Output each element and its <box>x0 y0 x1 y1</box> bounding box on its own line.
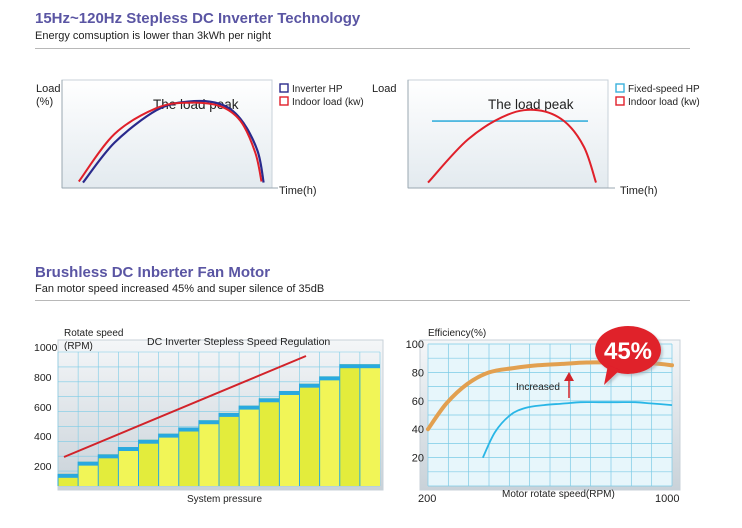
chart2-legend-label-1: Indoor load (kw) <box>628 97 700 108</box>
chart1-series-indoor-load <box>78 101 263 183</box>
chart4-ytick: 20 <box>412 453 424 465</box>
chart3-bar <box>239 405 260 486</box>
chart3-ytick: 200 <box>34 461 52 473</box>
section1-subtitle: Energy comsuption is lower than 3kWh per… <box>35 30 272 42</box>
chart4-ytick-labels: 100 80 60 40 20 <box>406 339 424 465</box>
chart1-series-inverter-hp <box>82 99 265 184</box>
chart3-ytick: 800 <box>34 372 52 384</box>
chart2-series-indoor-load <box>427 108 597 184</box>
chart4-ytick: 40 <box>412 424 424 436</box>
chart3-bar <box>178 427 199 486</box>
chart3-bar-cap <box>339 364 360 369</box>
chart3-bar-cap <box>279 390 300 395</box>
chart3-ytick-labels: 1000 800 600 400 200 <box>34 342 58 473</box>
chart4-ytick: 80 <box>412 367 424 379</box>
chart2-legend-swatch-0 <box>615 83 625 93</box>
chart3-bar-cap <box>219 412 240 417</box>
chart4-series-blue <box>482 401 673 458</box>
chart3-bar-cap <box>158 433 179 438</box>
chart3-bars <box>57 364 380 486</box>
chart3-bar <box>118 447 139 486</box>
chart3-bar-cap <box>299 383 320 388</box>
chart4: Efficiency(%) 100 80 60 40 20 200 1000 Motor… <box>406 326 681 505</box>
chart2-ylabel: Load <box>372 83 396 95</box>
chart3-bar-cap <box>78 461 99 466</box>
chart3-bar-cap <box>198 420 219 425</box>
section1-title: 15Hz~120Hz Stepless DC Inverter Technolo… <box>35 10 361 27</box>
chart4-annotation: Increased <box>516 382 560 393</box>
chart3-bar <box>319 376 340 486</box>
chart3-bar-cap <box>178 427 199 432</box>
chart1-title: The load peak <box>153 97 239 112</box>
chart4-ylabel: Efficiency(%) <box>428 328 486 339</box>
chart1-legend-label-0: Inverter HP <box>292 84 343 95</box>
chart3-bar-cap <box>58 473 79 478</box>
chart2: Load The load peak Time(h) Fixed-speed H… <box>372 79 700 197</box>
chart3-bar <box>78 461 99 486</box>
chart3-ylabel-line2: (RPM) <box>64 341 93 352</box>
chart3-bar <box>359 364 380 486</box>
chart3-bar-cap <box>359 364 380 369</box>
chart1-panel <box>61 79 273 189</box>
chart3-ytick: 600 <box>34 402 52 414</box>
chart1-legend-label-1: Indoor load (kw) <box>292 97 364 108</box>
section2-divider <box>35 300 690 301</box>
chart2-panel <box>407 79 609 189</box>
chart4-xtick-right: 1000 <box>655 493 679 505</box>
chart3-bar <box>259 398 280 486</box>
chart3-bar-cap <box>319 376 340 381</box>
chart3-xlabel: System pressure <box>187 494 262 505</box>
chart3-bar <box>299 383 320 486</box>
chart3-bar-cap <box>138 439 159 444</box>
chart1: Load (%) The load peak Time(h) Inverter … <box>36 79 364 197</box>
chart3-bar <box>158 433 179 486</box>
chart4-xlabel: Motor rotate speed(RPM) <box>502 489 615 500</box>
chart3-ytick: 1000 <box>34 342 58 354</box>
chart3-bar-cap <box>98 454 119 459</box>
chart4-badge-tail <box>604 365 620 385</box>
section2-subtitle: Fan motor speed increased 45% and super … <box>35 283 325 295</box>
chart4-arrow-head <box>564 372 574 381</box>
section2-title: Brushless DC Inberter Fan Motor <box>35 264 271 281</box>
chart3-bar <box>98 454 119 486</box>
chart2-legend-label-0: Fixed-speed HP <box>628 84 700 95</box>
chart3-ylabel-line1: Rotate speed <box>64 328 124 339</box>
chart1-xlabel: Time(h) <box>279 185 316 197</box>
chart2-xlabel: Time(h) <box>620 185 657 197</box>
chart3-ytick: 400 <box>34 431 52 443</box>
chart4-ytick: 100 <box>406 339 424 351</box>
chart4-ytick: 60 <box>412 396 424 408</box>
chart4-badge-bubble <box>595 326 661 374</box>
chart2-legend-swatch-1 <box>615 96 625 106</box>
chart4-badge <box>595 326 661 385</box>
chart3-bar-cap <box>259 398 280 403</box>
chart4-badge-text: 45% <box>604 338 652 365</box>
chart3-bar <box>219 412 240 486</box>
chart3-trend-line <box>63 355 307 458</box>
chart3-bar-cap <box>239 405 260 410</box>
section1-divider <box>35 48 690 49</box>
chart3-bar <box>339 364 360 486</box>
chart1-legend-swatch-0 <box>279 83 289 93</box>
chart1-ylabel-line1: Load <box>36 83 60 95</box>
chart1-legend-swatch-1 <box>279 96 289 106</box>
chart3-bar-cap <box>118 447 139 452</box>
chart1-ylabel-line2: (%) <box>36 96 53 108</box>
chart3-title: DC Inverter Stepless Speed Regulation <box>147 336 330 348</box>
chart4-xtick-left: 200 <box>418 493 436 505</box>
chart3-bar <box>279 390 300 486</box>
chart2-title: The load peak <box>488 97 574 112</box>
chart3-bar <box>138 439 159 486</box>
chart3-bar <box>198 420 219 486</box>
chart3: Rotate speed (RPM) DC Inverter Stepless … <box>34 328 384 505</box>
